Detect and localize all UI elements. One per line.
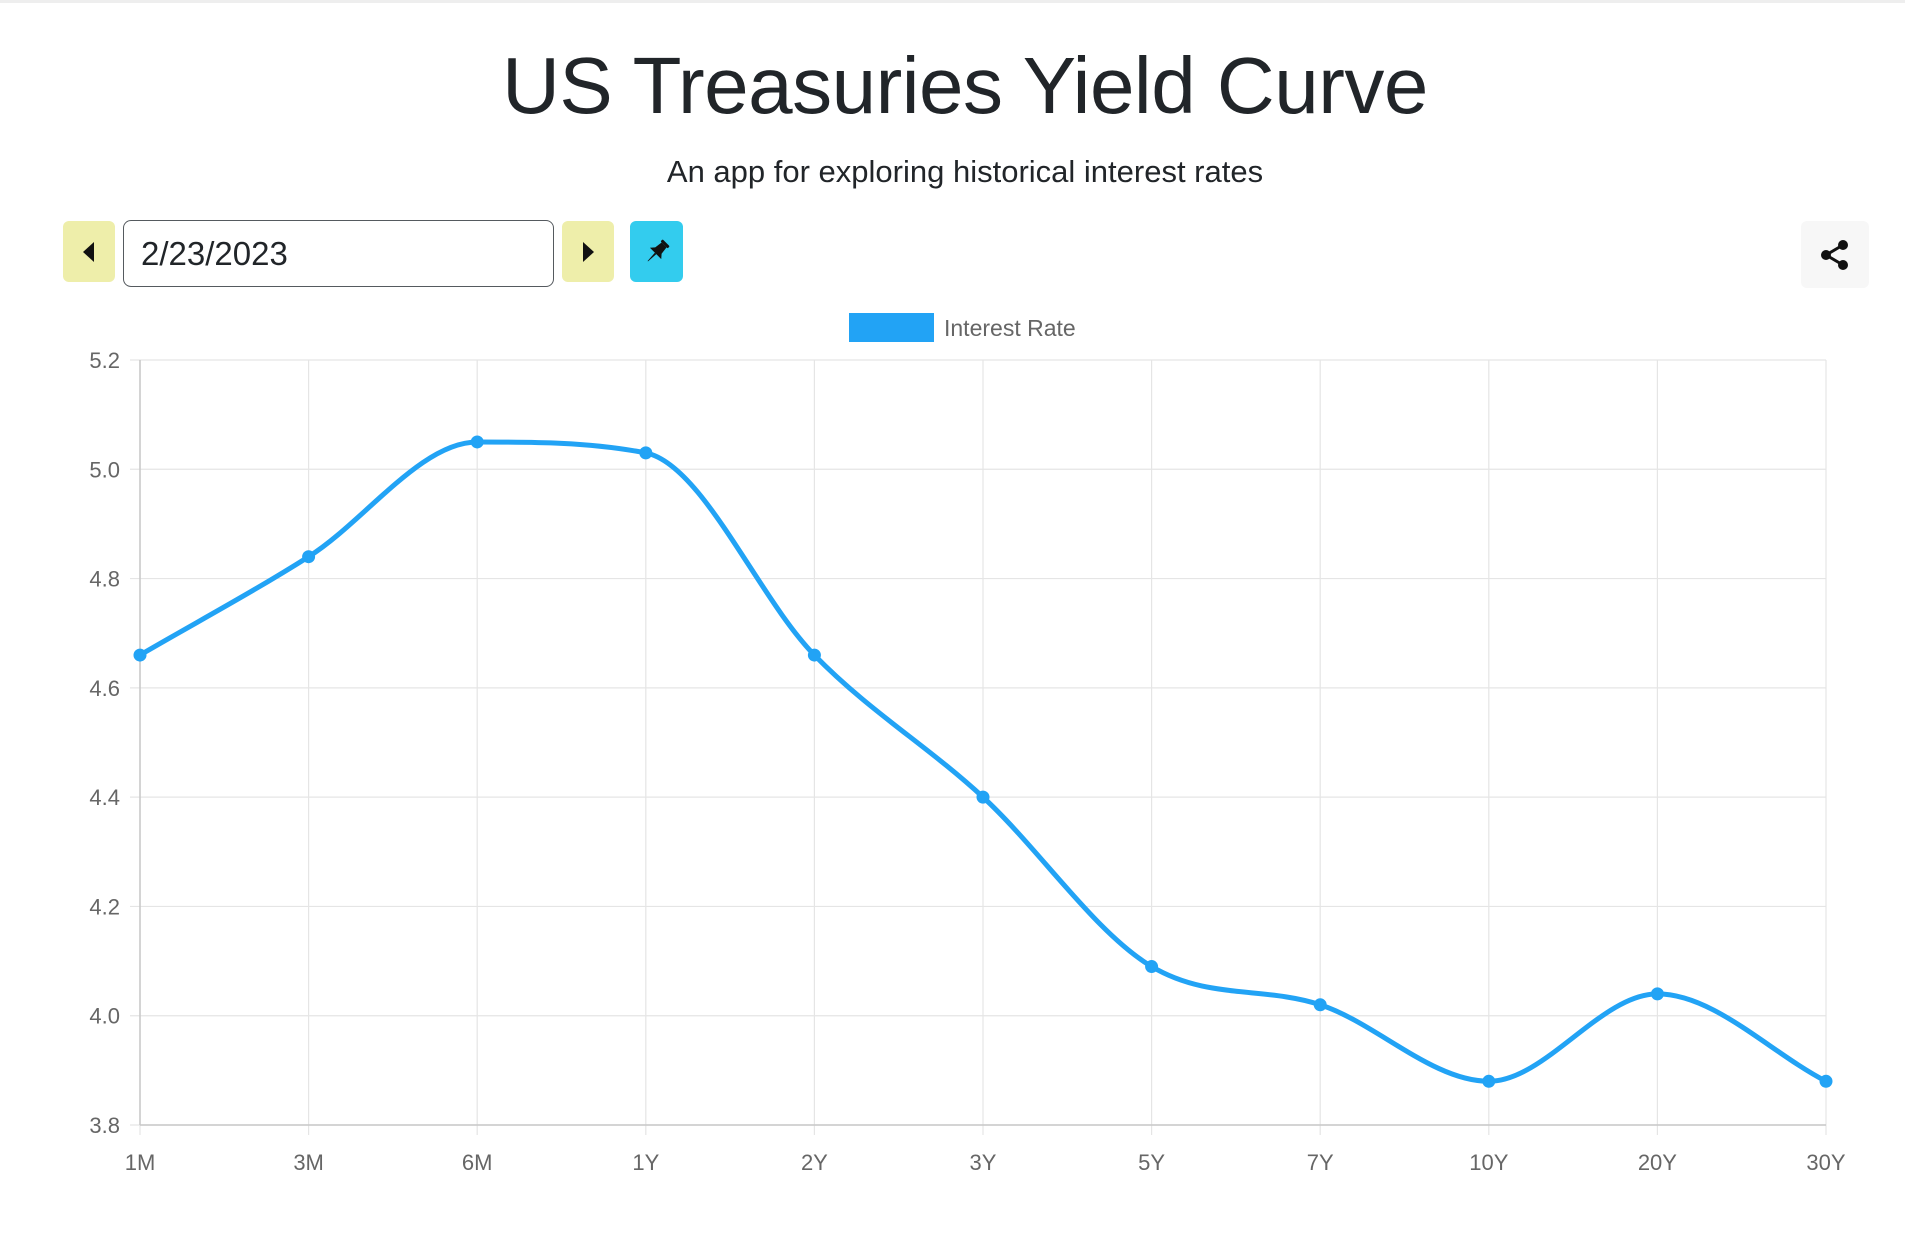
x-tick-label: 10Y xyxy=(1469,1150,1508,1175)
y-tick-label: 3.8 xyxy=(89,1113,120,1138)
share-icon xyxy=(1821,239,1848,270)
y-tick-label: 5.0 xyxy=(89,457,120,482)
page-title: US Treasuries Yield Curve xyxy=(502,41,1428,130)
share-button[interactable] xyxy=(1801,221,1869,288)
data-point-7y xyxy=(1313,998,1327,1012)
x-tick-label: 3Y xyxy=(970,1150,997,1175)
y-tick-label: 4.4 xyxy=(89,785,120,810)
data-point-20y xyxy=(1650,987,1664,1001)
data-point-1m xyxy=(133,648,147,662)
chart-axes xyxy=(139,360,1826,1126)
data-point-5y xyxy=(1145,960,1159,974)
pushpin-icon xyxy=(647,239,669,261)
pin-button[interactable] xyxy=(630,221,683,282)
legend-swatch xyxy=(849,313,934,342)
x-tick-label: 6M xyxy=(462,1150,493,1175)
y-tick-label: 4.0 xyxy=(89,1004,120,1029)
caret-right-icon xyxy=(583,241,594,262)
x-tick-label: 5Y xyxy=(1138,1150,1165,1175)
next-date-button[interactable] xyxy=(562,221,614,282)
x-tick-label: 1Y xyxy=(632,1150,659,1175)
chart-series xyxy=(133,435,1833,1088)
chart-tick-labels: 3.8 4.0 4.2 4.4 4.6 4.8 5.0 5.2 1M 3M 6M 1Y 2Y 3Y 5Y 7Y… xyxy=(89,348,1845,1175)
date-input[interactable] xyxy=(123,220,554,287)
y-tick-label: 4.2 xyxy=(89,894,120,919)
data-point-10y xyxy=(1482,1074,1496,1088)
x-tick-label: 3M xyxy=(293,1150,324,1175)
y-tick-label: 4.6 xyxy=(89,676,120,701)
x-tick-label: 30Y xyxy=(1806,1150,1845,1175)
data-point-2y xyxy=(807,648,821,662)
x-tick-label: 20Y xyxy=(1638,1150,1677,1175)
y-tick-label: 5.2 xyxy=(89,348,120,373)
top-border xyxy=(0,0,1905,3)
legend-label: Interest Rate xyxy=(944,315,1076,341)
x-tick-label: 7Y xyxy=(1307,1150,1334,1175)
data-point-3y xyxy=(976,790,990,804)
y-tick-label: 4.8 xyxy=(89,567,120,592)
chart-legend: Interest Rate xyxy=(849,313,1076,342)
caret-left-icon xyxy=(83,241,94,262)
data-point-6m xyxy=(470,435,484,449)
page-subtitle: An app for exploring historical interest… xyxy=(666,154,1264,189)
data-point-3m xyxy=(302,550,316,564)
data-point-1y xyxy=(639,446,653,460)
previous-date-button[interactable] xyxy=(63,221,115,282)
chart-grid xyxy=(130,359,1827,1135)
x-tick-label: 2Y xyxy=(801,1150,828,1175)
x-tick-label: 1M xyxy=(125,1150,156,1175)
data-point-30y xyxy=(1819,1074,1833,1088)
